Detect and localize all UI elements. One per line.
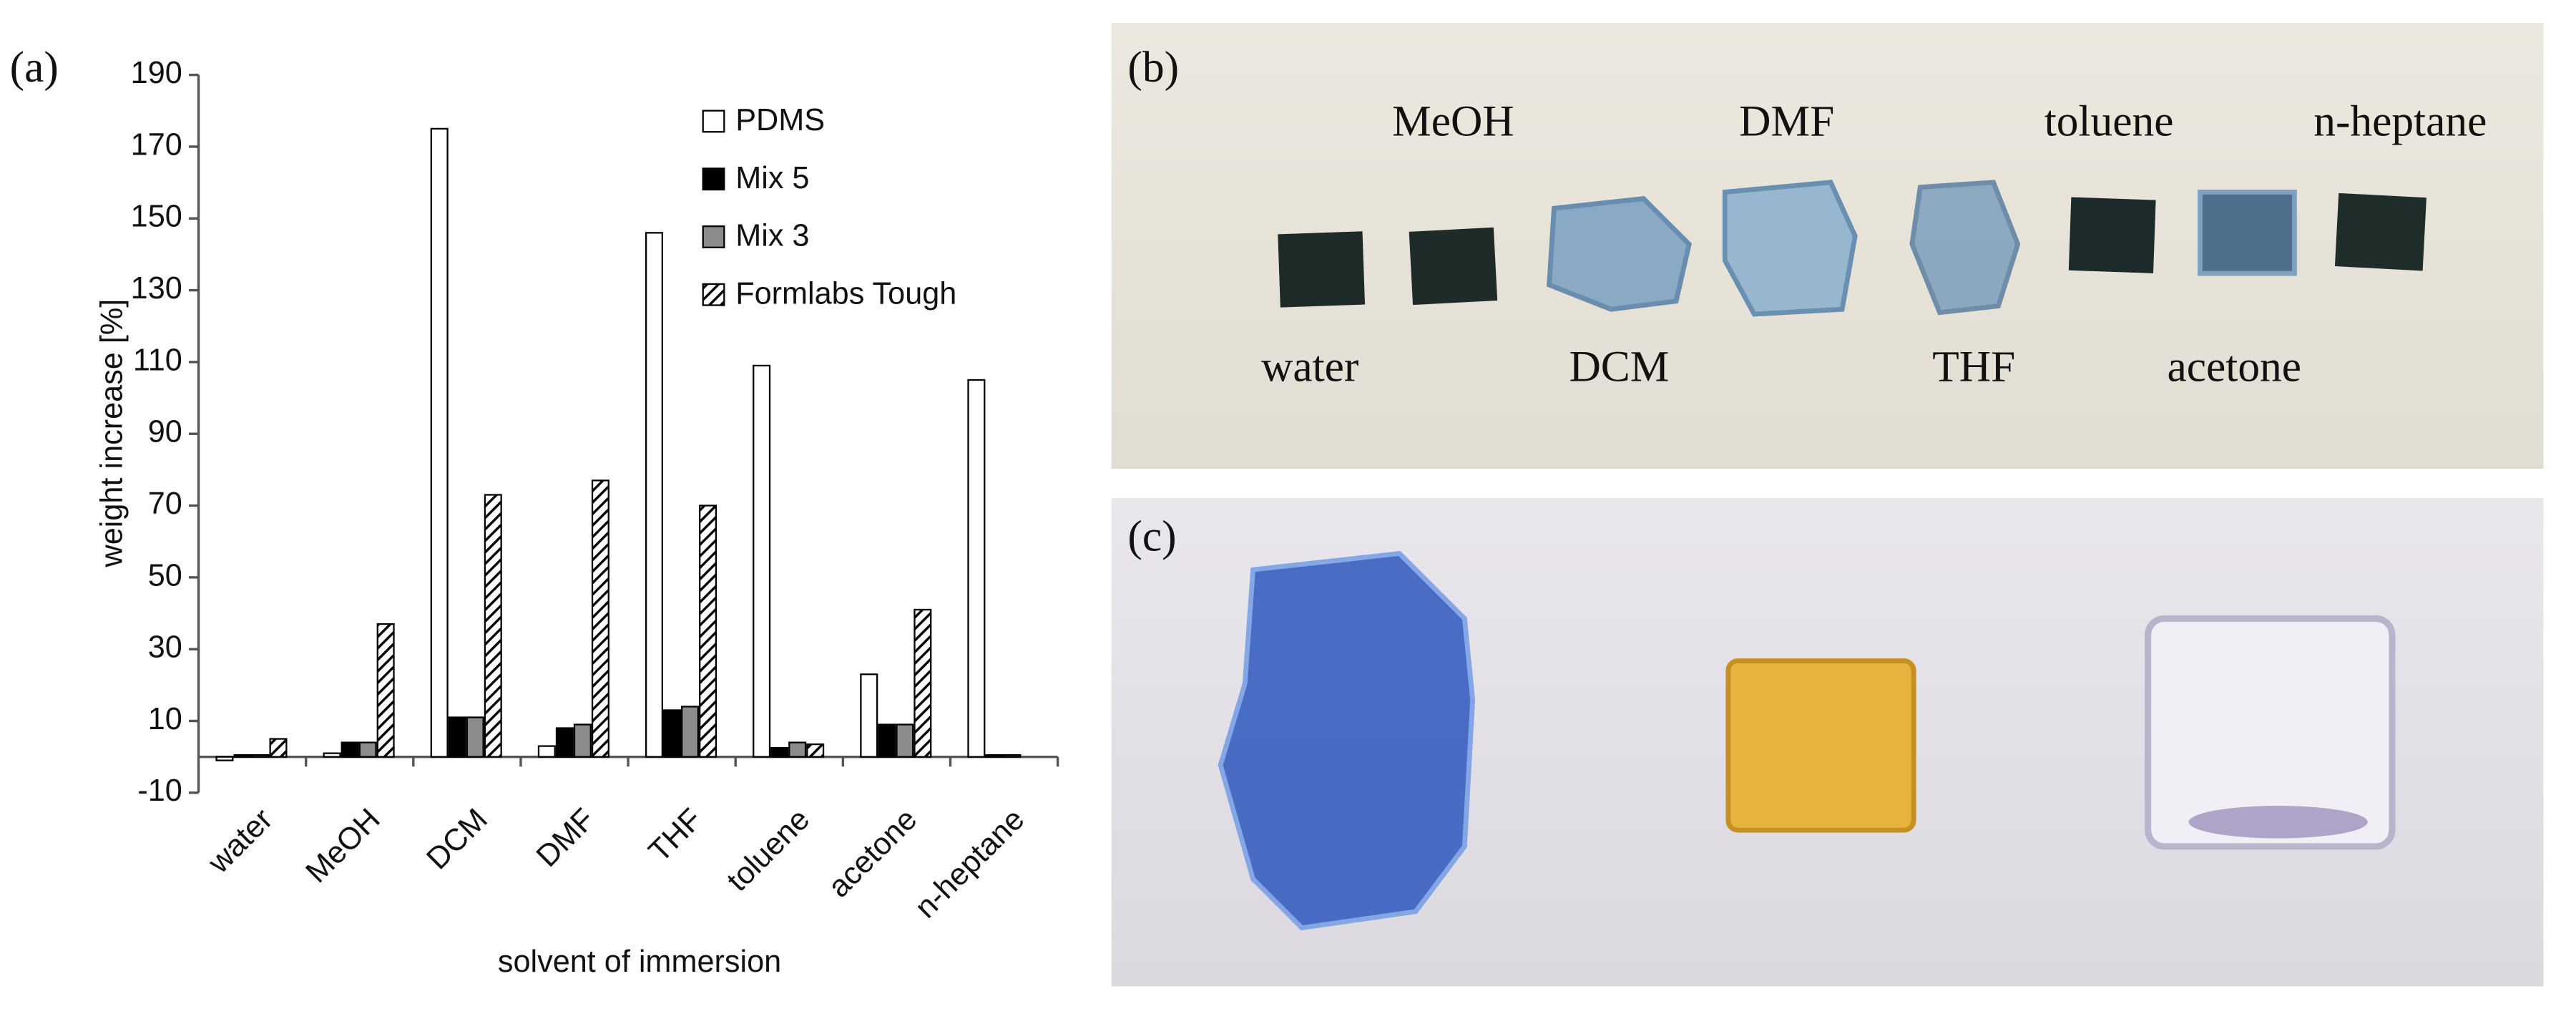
y-tick-label: 150 bbox=[131, 200, 182, 234]
sample-label: n-heptane bbox=[2313, 97, 2487, 145]
bar bbox=[770, 746, 789, 758]
bar bbox=[323, 752, 341, 758]
sample-label: acetone bbox=[2168, 343, 2302, 391]
sample-label: MeOH bbox=[1392, 97, 1514, 145]
sample-label: THF bbox=[1932, 343, 2015, 391]
y-tick-label: 130 bbox=[131, 271, 182, 306]
bar bbox=[788, 741, 807, 758]
bar bbox=[699, 504, 718, 758]
legend-label: Formlabs Tough bbox=[735, 276, 956, 311]
sample-label: toluene bbox=[2044, 97, 2174, 145]
x-tick-label: THF bbox=[642, 802, 709, 869]
bar bbox=[645, 232, 663, 758]
y-tick-label: 10 bbox=[148, 702, 182, 736]
legend-label: Mix 5 bbox=[735, 161, 809, 195]
samples-b bbox=[1278, 180, 2426, 317]
bar bbox=[878, 723, 896, 758]
y-tick-label: 170 bbox=[131, 127, 182, 162]
panel-label: (a) bbox=[10, 43, 59, 92]
y-tick-label: 30 bbox=[148, 630, 182, 665]
bar bbox=[591, 479, 609, 758]
x-axis-title: solvent of immersion bbox=[498, 945, 781, 979]
y-tick-label: 50 bbox=[148, 558, 182, 593]
x-tick-label: MeOH bbox=[299, 802, 386, 889]
y-tick-label: -10 bbox=[137, 774, 182, 808]
bar bbox=[376, 623, 395, 758]
x-tick-label: water bbox=[201, 802, 279, 880]
legend-swatch bbox=[702, 167, 725, 191]
panel-label: (b) bbox=[1127, 43, 1179, 92]
bar bbox=[430, 127, 449, 758]
legend-swatch bbox=[702, 225, 725, 248]
x-tick-label: DMF bbox=[530, 802, 602, 874]
bar bbox=[914, 608, 932, 758]
legend-label: PDMS bbox=[735, 103, 825, 137]
bar bbox=[1003, 754, 1022, 758]
bar bbox=[358, 741, 377, 758]
y-tick-label: 110 bbox=[133, 343, 182, 377]
legend-label: Mix 3 bbox=[735, 219, 809, 253]
bar bbox=[466, 716, 484, 758]
sample-label: DCM bbox=[1569, 343, 1669, 391]
x-tick-label: acetone bbox=[822, 802, 924, 905]
bar bbox=[555, 727, 574, 758]
x-tick-label: DCM bbox=[420, 802, 494, 877]
y-tick-label: 90 bbox=[148, 415, 182, 449]
bar bbox=[233, 754, 252, 758]
sample-label: DMF bbox=[1739, 97, 1834, 145]
bar bbox=[484, 494, 502, 758]
y-axis-title: weight increase [%] bbox=[95, 299, 129, 568]
bar bbox=[448, 716, 466, 758]
bar bbox=[251, 754, 270, 758]
bar bbox=[985, 754, 1004, 758]
x-tick-label: toluene bbox=[720, 802, 816, 898]
bar bbox=[662, 709, 682, 758]
y-tick-label: 190 bbox=[131, 56, 182, 90]
bar bbox=[896, 723, 914, 758]
x-tick-label: n-heptane bbox=[909, 802, 1032, 925]
bar bbox=[341, 741, 359, 758]
panel-label: (c) bbox=[1127, 512, 1176, 560]
bar bbox=[537, 745, 556, 758]
samples-c bbox=[1218, 550, 2396, 931]
sample-label: water bbox=[1261, 343, 1358, 391]
bar bbox=[573, 723, 592, 758]
bar bbox=[269, 738, 288, 758]
bar bbox=[806, 743, 825, 758]
bar bbox=[967, 379, 986, 758]
bar bbox=[215, 756, 234, 761]
bar bbox=[681, 706, 700, 758]
legend-swatch bbox=[702, 109, 725, 133]
legend-swatch bbox=[702, 283, 725, 306]
bar bbox=[860, 673, 878, 758]
bar bbox=[753, 364, 771, 758]
y-tick-label: 70 bbox=[148, 487, 182, 521]
